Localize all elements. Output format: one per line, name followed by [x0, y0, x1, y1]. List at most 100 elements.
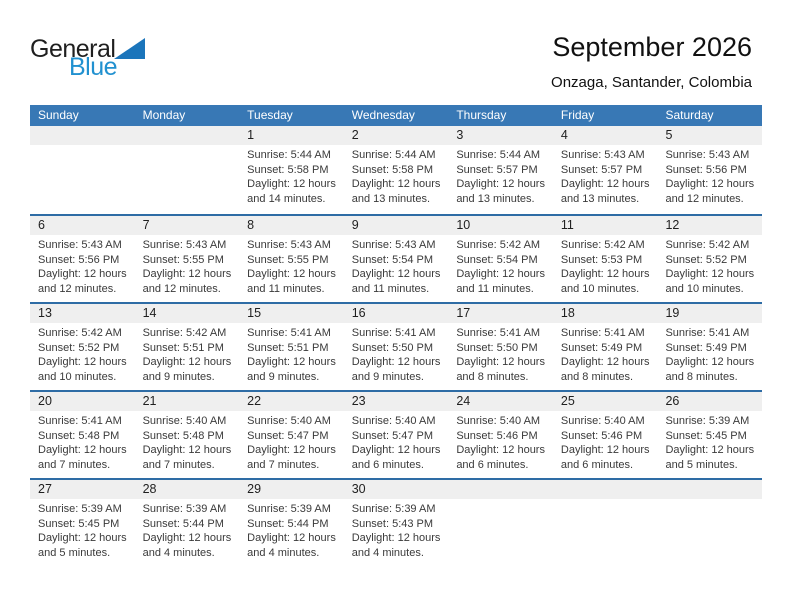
day-number: 25 — [552, 392, 658, 411]
sunset-line: Sunset: 5:45 PM — [665, 429, 747, 442]
sunset-line: Sunset: 5:54 PM — [456, 253, 538, 266]
daylight-line: Daylight: 12 hours and 5 minutes. — [38, 532, 127, 559]
sunset-line: Sunset: 5:48 PM — [142, 429, 224, 442]
day-cell: 28 Sunrise: 5:39 AM Sunset: 5:44 PM Dayligh… — [134, 480, 240, 566]
sunset-line: Sunset: 5:50 PM — [456, 341, 538, 354]
daylight-line: Daylight: 12 hours and 7 minutes. — [247, 444, 336, 471]
calendar: Sunday Monday Tuesday Wednesday Thursday… — [30, 105, 763, 566]
daylight-line: Daylight: 12 hours and 6 minutes. — [560, 444, 650, 471]
sunrise-line: Sunrise: 5:39 AM — [38, 503, 122, 515]
day-cell: 9 Sunrise: 5:43 AM Sunset: 5:54 PM Daylight… — [343, 216, 449, 302]
day-number: 19 — [657, 304, 763, 323]
day-cell: 20 Sunrise: 5:41 AM Sunset: 5:48 PM Dayligh… — [30, 392, 135, 478]
sunset-line: Sunset: 5:52 PM — [38, 341, 120, 354]
day-info: Sunrise: 5:44 AM Sunset: 5:58 PM Daylight:… — [344, 145, 449, 206]
day-cell: 14 Sunrise: 5:42 AM Sunset: 5:51 PM Dayligh… — [134, 304, 240, 390]
weekday-header-sunday: Sunday — [38, 108, 79, 122]
daylight-line: Daylight: 12 hours and 12 minutes. — [665, 178, 755, 205]
sunrise-line: Sunrise: 5:40 AM — [560, 415, 645, 427]
day-number: 11 — [552, 216, 658, 235]
day-cell: 4 Sunrise: 5:43 AM Sunset: 5:57 PM Daylight… — [552, 126, 658, 214]
sunset-line: Sunset: 5:51 PM — [247, 341, 329, 354]
sunrise-line: Sunrise: 5:42 AM — [665, 239, 750, 251]
sunrise-line: Sunrise: 5:43 AM — [247, 239, 331, 251]
empty-day-band — [657, 480, 763, 499]
day-number: 1 — [239, 126, 344, 145]
week-row: 27 Sunrise: 5:39 AM Sunset: 5:45 PM Dayligh… — [30, 478, 763, 566]
day-number: 26 — [657, 392, 763, 411]
daylight-line: Daylight: 12 hours and 9 minutes. — [142, 356, 232, 383]
sunset-line: Sunset: 5:54 PM — [351, 253, 434, 266]
day-number: 2 — [343, 126, 449, 145]
day-info: Sunrise: 5:41 AM Sunset: 5:48 PM Daylight:… — [30, 411, 135, 472]
day-cell: 6 Sunrise: 5:43 AM Sunset: 5:56 PM Daylight… — [30, 216, 135, 302]
sunrise-line: Sunrise: 5:41 AM — [560, 327, 645, 339]
sunset-line: Sunset: 5:48 PM — [38, 429, 120, 442]
day-cell: 13 Sunrise: 5:42 AM Sunset: 5:52 PM Dayligh… — [30, 304, 135, 390]
day-info: Sunrise: 5:41 AM Sunset: 5:50 PM Daylight:… — [448, 323, 553, 384]
daylight-line: Daylight: 12 hours and 11 minutes. — [456, 268, 545, 295]
day-cell: 19 Sunrise: 5:41 AM Sunset: 5:49 PM Dayligh… — [657, 304, 763, 390]
sunrise-line: Sunrise: 5:43 AM — [665, 149, 750, 161]
sunrise-line: Sunrise: 5:42 AM — [560, 239, 645, 251]
sunset-line: Sunset: 5:55 PM — [247, 253, 329, 266]
day-info: Sunrise: 5:41 AM Sunset: 5:49 PM Daylight:… — [553, 323, 658, 384]
sunrise-line: Sunrise: 5:41 AM — [351, 327, 436, 339]
sunset-line: Sunset: 5:58 PM — [351, 163, 434, 176]
day-cell: 1 Sunrise: 5:44 AM Sunset: 5:58 PM Daylight… — [239, 126, 344, 214]
day-number: 3 — [448, 126, 553, 145]
sunrise-line: Sunrise: 5:40 AM — [142, 415, 227, 427]
week-row: 13 Sunrise: 5:42 AM Sunset: 5:52 PM Dayligh… — [30, 302, 763, 390]
sunset-line: Sunset: 5:46 PM — [456, 429, 538, 442]
weekday-header-tuesday: Tuesday — [247, 108, 293, 122]
day-number: 15 — [239, 304, 344, 323]
day-cell: 21 Sunrise: 5:40 AM Sunset: 5:48 PM Dayligh… — [134, 392, 240, 478]
day-info: Sunrise: 5:41 AM Sunset: 5:50 PM Daylight:… — [344, 323, 449, 384]
day-cell: 2 Sunrise: 5:44 AM Sunset: 5:58 PM Daylight… — [343, 126, 449, 214]
day-info: Sunrise: 5:39 AM Sunset: 5:45 PM Daylight:… — [30, 499, 135, 560]
daylight-line: Daylight: 12 hours and 8 minutes. — [456, 356, 545, 383]
sunset-line: Sunset: 5:49 PM — [665, 341, 747, 354]
day-number: 8 — [239, 216, 344, 235]
sunset-line: Sunset: 5:58 PM — [247, 163, 329, 176]
daylight-line: Daylight: 12 hours and 6 minutes. — [351, 444, 441, 471]
day-number: 7 — [134, 216, 240, 235]
day-number: 23 — [343, 392, 449, 411]
day-info: Sunrise: 5:40 AM Sunset: 5:46 PM Daylight:… — [448, 411, 553, 472]
day-cell: 8 Sunrise: 5:43 AM Sunset: 5:55 PM Daylight… — [239, 216, 344, 302]
empty-day-cell — [30, 126, 135, 214]
sunset-line: Sunset: 5:45 PM — [38, 517, 120, 530]
day-number: 5 — [657, 126, 763, 145]
day-number: 18 — [552, 304, 658, 323]
sunrise-line: Sunrise: 5:42 AM — [38, 327, 122, 339]
day-info: Sunrise: 5:40 AM Sunset: 5:48 PM Daylight:… — [135, 411, 240, 472]
daylight-line: Daylight: 12 hours and 8 minutes. — [560, 356, 650, 383]
weekday-header-friday: Friday — [560, 108, 595, 122]
daylight-line: Daylight: 12 hours and 9 minutes. — [247, 356, 336, 383]
logo-word-general: General — [30, 35, 116, 63]
daylight-line: Daylight: 12 hours and 5 minutes. — [665, 444, 755, 471]
day-cell: 22 Sunrise: 5:40 AM Sunset: 5:47 PM Dayligh… — [239, 392, 344, 478]
day-number: 6 — [30, 216, 135, 235]
day-cell: 3 Sunrise: 5:44 AM Sunset: 5:57 PM Daylight… — [448, 126, 553, 214]
sunset-line: Sunset: 5:47 PM — [351, 429, 434, 442]
daylight-line: Daylight: 12 hours and 11 minutes. — [351, 268, 441, 295]
day-info: Sunrise: 5:43 AM Sunset: 5:57 PM Daylight:… — [553, 145, 658, 206]
sunset-line: Sunset: 5:43 PM — [351, 517, 434, 530]
day-number: 28 — [134, 480, 240, 499]
day-info: Sunrise: 5:43 AM Sunset: 5:55 PM Daylight:… — [239, 235, 344, 296]
sunset-line: Sunset: 5:44 PM — [142, 517, 224, 530]
sunrise-line: Sunrise: 5:42 AM — [456, 239, 541, 251]
daylight-line: Daylight: 12 hours and 7 minutes. — [38, 444, 127, 471]
general-blue-logo: General Blue — [30, 35, 146, 80]
logo-triangle-icon — [114, 38, 146, 59]
sunrise-line: Sunrise: 5:41 AM — [247, 327, 331, 339]
day-cell: 7 Sunrise: 5:43 AM Sunset: 5:55 PM Daylight… — [134, 216, 240, 302]
daylight-line: Daylight: 12 hours and 10 minutes. — [665, 268, 755, 295]
day-info: Sunrise: 5:39 AM Sunset: 5:43 PM Daylight:… — [344, 499, 449, 560]
day-cell: 5 Sunrise: 5:43 AM Sunset: 5:56 PM Daylight… — [657, 126, 763, 214]
sunrise-line: Sunrise: 5:44 AM — [247, 149, 331, 161]
day-info: Sunrise: 5:43 AM Sunset: 5:56 PM Daylight:… — [657, 145, 762, 206]
day-info: Sunrise: 5:42 AM Sunset: 5:51 PM Daylight:… — [135, 323, 240, 384]
day-info: Sunrise: 5:42 AM Sunset: 5:52 PM Daylight:… — [657, 235, 762, 296]
